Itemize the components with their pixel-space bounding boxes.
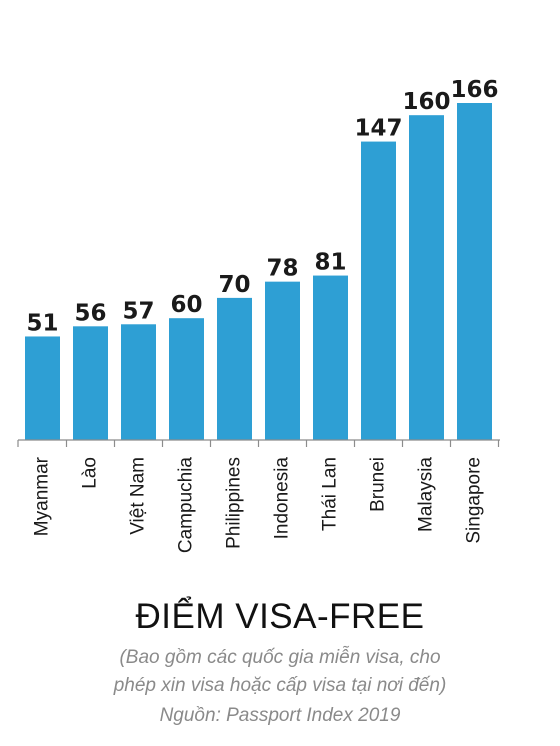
category-label: Malaysia — [416, 457, 437, 532]
bar-value-label: 60 — [170, 292, 202, 318]
bar-value-label: 70 — [218, 272, 250, 298]
category-label: Thái Lan — [320, 457, 341, 531]
bar — [409, 115, 444, 440]
category-label: Singapore — [464, 457, 485, 544]
bar-value-label: 81 — [314, 250, 346, 276]
category-label: Indonesia — [272, 457, 293, 540]
chart-source: Nguồn: Passport Index 2019 — [159, 705, 401, 726]
category-label: Việt Nam — [128, 457, 149, 535]
chart-note-line-1: (Bao gồm các quốc gia miễn visa, cho — [119, 647, 441, 668]
bar-group — [25, 103, 492, 440]
bar-value-label: 51 — [26, 310, 58, 336]
chart-title: ĐIỂM VISA-FREE — [135, 597, 425, 636]
x-axis-ticks — [17, 440, 500, 447]
bar-value-label: 166 — [450, 77, 498, 103]
bar-value-label: 78 — [266, 256, 298, 282]
bar — [457, 103, 492, 440]
bar — [265, 281, 300, 440]
category-label-group: Myanmar Lào Việt Nam Campuchia Philippines In… — [32, 456, 485, 553]
bar — [169, 318, 204, 440]
category-label: Campuchia — [176, 457, 197, 554]
category-label: Philippines — [224, 457, 245, 549]
category-label: Lào — [80, 457, 101, 489]
bar — [121, 324, 156, 440]
bar-value-label: 160 — [402, 89, 450, 115]
bar — [217, 297, 252, 440]
chart-note-line-2: phép xin visa hoặc cấp visa tại nơi đến) — [113, 675, 447, 696]
category-label: Brunei — [368, 457, 389, 512]
category-label: Myanmar — [32, 456, 53, 536]
bar — [361, 141, 396, 440]
bar — [25, 336, 60, 440]
bar — [73, 326, 108, 440]
bar-value-label: 57 — [122, 298, 154, 324]
bar-value-label: 147 — [354, 116, 402, 142]
bar-value-label: 56 — [74, 300, 106, 326]
bar — [313, 275, 348, 440]
